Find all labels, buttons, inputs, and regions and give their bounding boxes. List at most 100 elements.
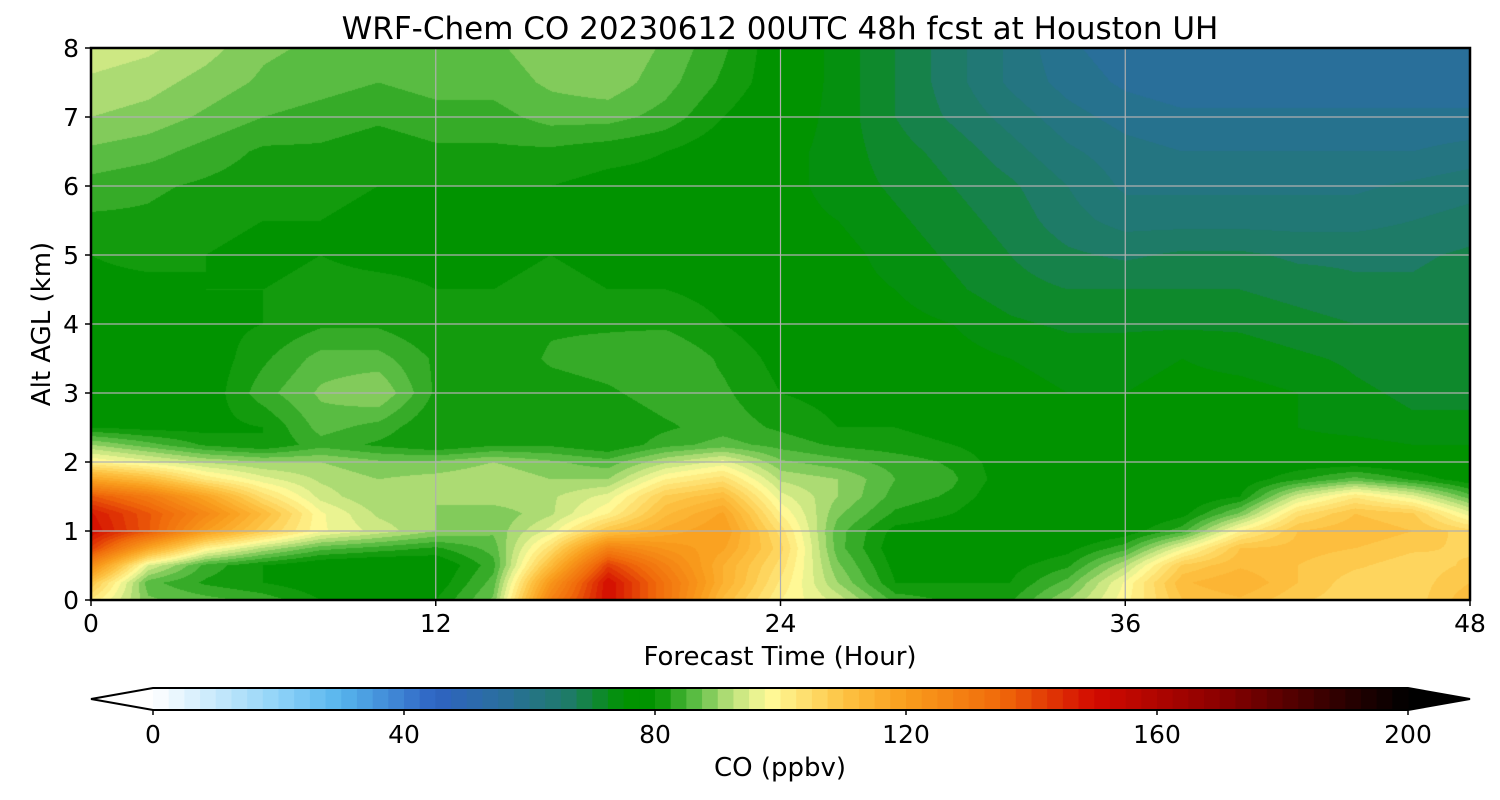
x-axis-label: Forecast Time (Hour)	[643, 642, 916, 672]
y-tick-label: 2	[63, 448, 79, 477]
colorbar-segment	[341, 688, 358, 710]
colorbar-segment	[906, 688, 923, 710]
x-tick-label: 24	[765, 609, 797, 638]
colorbar-extend-min	[91, 688, 154, 710]
colorbar-segment	[1298, 688, 1315, 710]
colorbar-segment	[1282, 688, 1299, 710]
y-tick-label: 8	[63, 34, 79, 63]
colorbar-segment	[435, 688, 452, 710]
colorbar: 0 40 80 120 160 200 CO (ppbv)	[90, 687, 1471, 783]
y-tick-label: 6	[63, 172, 79, 201]
colorbar-segment	[1235, 688, 1252, 710]
colorbar-segment	[184, 688, 201, 710]
colorbar-segment	[655, 688, 672, 710]
colorbar-segment	[1109, 688, 1127, 710]
colorbar-tick-label: 120	[882, 720, 930, 749]
colorbar-segment	[921, 688, 938, 710]
colorbar-segment	[419, 688, 436, 710]
colorbar-segment	[686, 688, 703, 710]
colorbar-segment	[953, 688, 970, 710]
colorbar-segment	[247, 688, 264, 710]
colorbar-segment	[529, 688, 546, 710]
colorbar-segment	[1313, 688, 1331, 710]
colorbar-segment	[592, 688, 609, 710]
colorbar-segment	[325, 688, 342, 710]
colorbar-segment	[1204, 688, 1221, 710]
colorbar-segment	[1188, 688, 1205, 710]
colorbar-extend-max	[1407, 688, 1470, 710]
colorbar-segment	[858, 688, 876, 710]
colorbar-segment	[1125, 688, 1142, 710]
colorbar-tick-label: 0	[145, 720, 161, 749]
colorbar-segment	[1329, 688, 1346, 710]
colorbar-segment	[388, 688, 405, 710]
colorbar-segment	[262, 688, 280, 710]
colorbar-segment	[576, 688, 593, 710]
colorbar-segment	[451, 688, 468, 710]
colorbar-segment	[215, 688, 233, 710]
colorbar-segment	[1376, 688, 1393, 710]
y-tick-label: 0	[63, 586, 79, 615]
colorbar-segment	[874, 688, 891, 710]
colorbar-segment	[843, 688, 860, 710]
colorbar-tick-label: 40	[388, 720, 420, 749]
colorbar-segment	[1172, 688, 1189, 710]
colorbar-segment	[153, 688, 170, 710]
colorbar-segment	[1345, 688, 1362, 710]
colorbar-segment	[749, 688, 766, 710]
x-tick-label: 36	[1109, 609, 1141, 638]
y-tick-label: 3	[63, 379, 79, 408]
x-tick-label: 48	[1454, 609, 1486, 638]
colorbar-segment	[733, 688, 750, 710]
colorbar-segment	[309, 688, 327, 710]
x-tick-label: 0	[83, 609, 99, 638]
colorbar-segment	[482, 688, 499, 710]
colorbar-segment	[1360, 688, 1378, 710]
colorbar-segment	[560, 688, 578, 710]
colorbar-segment	[1219, 688, 1237, 710]
grid-lines	[91, 48, 1470, 600]
colorbar-segment	[1266, 688, 1284, 710]
colorbar-segment	[670, 688, 687, 710]
colorbar-segment	[827, 688, 844, 710]
chart-title: WRF-Chem CO 20230612 00UTC 48h fcst at H…	[342, 11, 1219, 47]
colorbar-segment	[780, 688, 797, 710]
colorbar-segment	[1015, 688, 1033, 710]
colorbar-segment	[231, 688, 248, 710]
y-axis-label: Alt AGL (km)	[27, 242, 57, 406]
colorbar-segment	[1141, 688, 1158, 710]
colorbar-segment	[466, 688, 484, 710]
colorbar-segment	[1094, 688, 1111, 710]
y-tick-label: 4	[63, 310, 79, 339]
colorbar-segment	[890, 688, 907, 710]
y-tick-label: 1	[63, 517, 79, 546]
y-tick-label: 5	[63, 241, 79, 270]
colorbar-segment	[1157, 688, 1174, 710]
colorbar-segment	[702, 688, 719, 710]
colorbar-label: CO (ppbv)	[714, 753, 846, 783]
colorbar-segment	[404, 688, 421, 710]
colorbar-segment	[796, 688, 813, 710]
colorbar-segment	[1062, 688, 1080, 710]
y-axis-ticks: 0 1 2 3 4 5 6 7 8	[63, 34, 91, 615]
colorbar-segment	[1078, 688, 1095, 710]
colorbar-segment	[372, 688, 389, 710]
colorbar-segment	[200, 688, 217, 710]
colorbar-fill	[91, 688, 1470, 710]
x-tick-label: 12	[420, 609, 452, 638]
colorbar-segment	[623, 688, 640, 710]
colorbar-segment	[1047, 688, 1064, 710]
colorbar-segment	[545, 688, 562, 710]
colorbar-segment	[717, 688, 735, 710]
colorbar-segment	[356, 688, 374, 710]
colorbar-ticks: 0 40 80 120 160 200	[145, 710, 1432, 749]
colorbar-segment	[168, 688, 185, 710]
colorbar-segment	[1251, 688, 1268, 710]
colorbar-tick-label: 200	[1384, 720, 1432, 749]
colorbar-segment	[513, 688, 531, 710]
colorbar-segment	[607, 688, 625, 710]
colorbar-segment	[1000, 688, 1017, 710]
colorbar-segment	[937, 688, 954, 710]
colorbar-segment	[1031, 688, 1048, 710]
